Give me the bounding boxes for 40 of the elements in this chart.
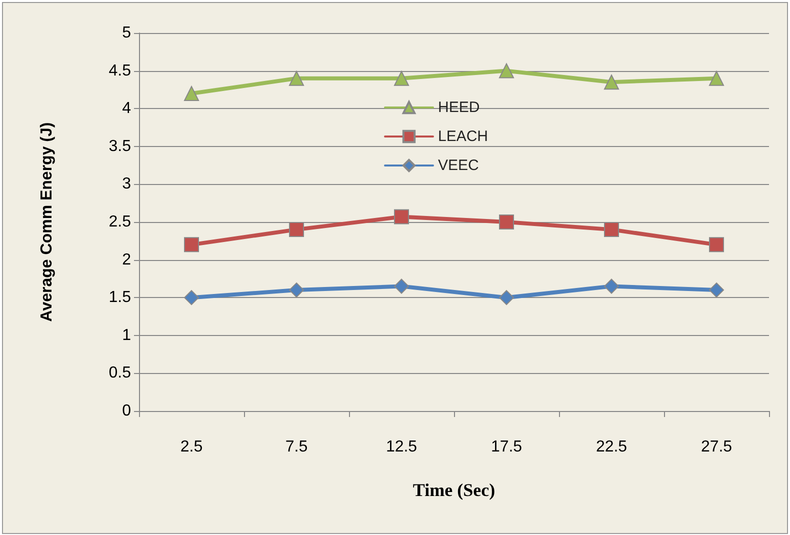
y-tick-label: 4	[122, 100, 132, 118]
x-tick-label: 7.5	[285, 438, 308, 456]
x-tick-label: 12.5	[386, 438, 418, 456]
x-tick-label: 2.5	[180, 438, 203, 456]
y-tick-label: 0.5	[108, 364, 132, 382]
y-tick-label: 5	[122, 24, 132, 42]
legend-label: LEACH	[438, 128, 488, 145]
y-axis-title: Average Comm Energy (J)	[38, 122, 56, 322]
point	[184, 290, 199, 306]
y-tick-label: 2	[122, 251, 132, 268]
point	[394, 278, 409, 294]
point	[289, 282, 304, 298]
x-axis-title: Time (Sec)	[412, 480, 496, 500]
point	[604, 74, 619, 90]
y-tick-label: 1	[122, 326, 132, 344]
point	[394, 209, 409, 224]
point	[499, 214, 514, 230]
point	[709, 70, 724, 86]
y-tick-label: 3.5	[108, 138, 132, 155]
x-tick-label: 17.5	[490, 438, 522, 456]
point	[289, 222, 304, 238]
point	[709, 237, 724, 252]
point	[604, 278, 619, 294]
point	[709, 282, 724, 298]
point	[499, 290, 514, 306]
x-tick-label: 27.5	[700, 438, 732, 456]
point	[499, 63, 514, 78]
y-tick-label: 3	[122, 176, 132, 193]
legend-label: HEED	[438, 99, 480, 116]
legend-label: VEEC	[438, 157, 480, 174]
point	[289, 70, 304, 86]
point	[604, 222, 619, 238]
x-tick-label: 22.5	[596, 438, 628, 456]
point	[394, 70, 409, 86]
y-tick-label: 1.5	[108, 289, 132, 306]
y-tick-label: 0	[122, 402, 132, 420]
point	[184, 237, 199, 252]
y-tick-label: 2.5	[108, 214, 132, 230]
point	[184, 86, 199, 101]
y-tick-label: 4.5	[108, 62, 132, 80]
